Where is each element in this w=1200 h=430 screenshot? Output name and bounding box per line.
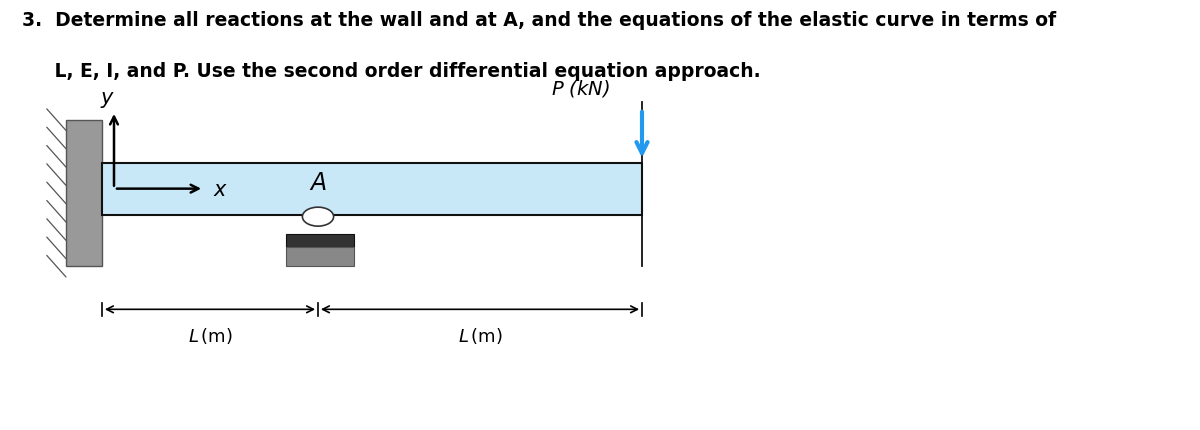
Text: 3.  Determine all reactions at the wall and at A, and the equations of the elast: 3. Determine all reactions at the wall a… <box>22 11 1056 30</box>
Bar <box>102 163 642 215</box>
Text: $L\,(\mathrm{m})$: $L\,(\mathrm{m})$ <box>187 326 233 345</box>
Text: $P$ (kN): $P$ (kN) <box>551 78 610 99</box>
Text: A: A <box>310 171 326 195</box>
Text: x: x <box>214 179 226 199</box>
Text: y: y <box>101 88 113 108</box>
Bar <box>286 234 354 247</box>
Ellipse shape <box>302 208 334 227</box>
Bar <box>66 120 102 267</box>
Text: $L\,(\mathrm{m})$: $L\,(\mathrm{m})$ <box>457 326 503 345</box>
Bar <box>286 247 354 267</box>
Text: L, E, I, and P. Use the second order differential equation approach.: L, E, I, and P. Use the second order dif… <box>22 62 761 81</box>
